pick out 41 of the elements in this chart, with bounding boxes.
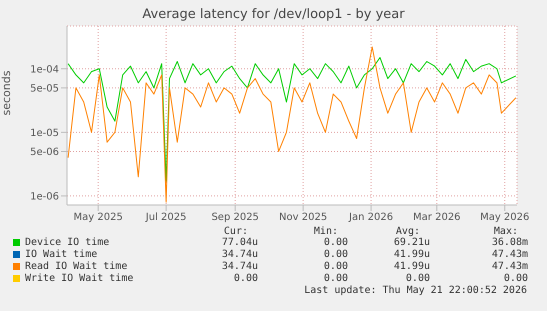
text: 34.74u <box>220 261 258 272</box>
x-tick-label: Mar 2026 <box>413 212 461 224</box>
text: 0.00 <box>232 273 258 284</box>
x-tick-label: Sep 2025 <box>211 212 259 224</box>
text: 47.43m <box>490 249 528 260</box>
text: 0.00 <box>322 261 348 272</box>
text: 0.00 <box>322 249 348 260</box>
line-series <box>68 46 516 203</box>
x-tick-label: May 2026 <box>480 212 530 224</box>
text: 47.43m <box>490 261 528 272</box>
text: Cur: <box>222 226 248 237</box>
text: Avg: <box>394 226 420 237</box>
text: 0.00 <box>322 237 348 248</box>
legend-label: Write IO Wait time <box>25 273 134 284</box>
text: 77.04u <box>220 237 258 248</box>
y-tick-label: 5e-05 <box>30 83 59 94</box>
y-tick-label: 1e-05 <box>30 128 59 139</box>
legend-label: Read IO Wait time <box>25 261 128 272</box>
y-axis-title: seconds <box>0 70 13 116</box>
legend-label: Device IO time <box>25 237 110 248</box>
text: 36.08m <box>490 237 528 248</box>
chart-title: Average latency for /dev/loop1 - by year <box>141 7 406 22</box>
text: 34.74u <box>220 249 258 260</box>
text: 69.21u <box>392 237 430 248</box>
y-tick-label: 1e-06 <box>30 191 59 202</box>
text: 0.00 <box>502 273 528 284</box>
x-tick-label: May 2025 <box>74 212 123 224</box>
x-tick-label: Jan 2026 <box>348 212 394 224</box>
legend-label: IO Wait time <box>25 249 98 260</box>
y-tick-label: 1e-04 <box>30 64 59 76</box>
line-series <box>68 57 516 182</box>
text: Last update: Thu May 21 22:00:52 2026 <box>304 285 527 296</box>
y-tick-label: 5e-06 <box>30 147 59 158</box>
text: Min: <box>312 226 338 237</box>
text: 41.99u <box>392 261 430 272</box>
text: Max: <box>492 226 518 237</box>
text: 0.00 <box>404 273 430 284</box>
text: 41.99u <box>392 249 430 260</box>
x-tick-label: Jul 2025 <box>144 212 186 224</box>
x-tick-label: Nov 2025 <box>279 212 328 224</box>
text: 0.00 <box>322 273 348 284</box>
